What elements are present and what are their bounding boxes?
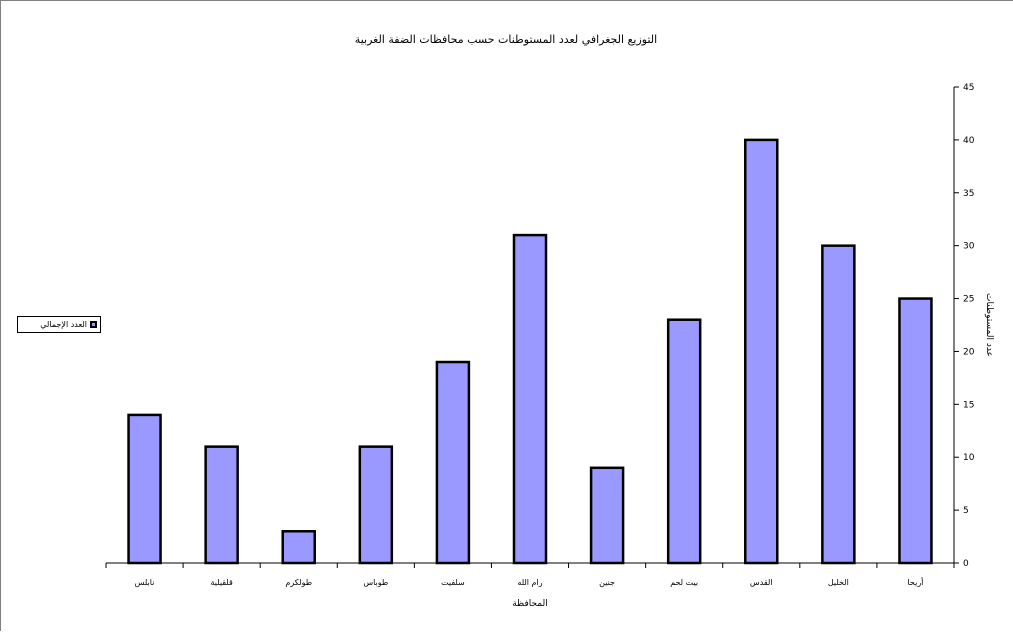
legend-label: العدد الإجمالي [40,320,87,329]
bar-1 [899,299,931,563]
legend: العدد الإجمالي [17,316,101,333]
bar-11 [129,415,161,563]
y-axis-label: عدد المستوطنات [984,293,994,357]
y-tick-label: 0 [963,559,969,569]
bar-10 [206,447,238,563]
bar-8 [360,447,392,563]
x-category-label: أريحا [907,577,923,587]
bar-4 [668,320,700,563]
y-tick-label: 20 [963,347,975,357]
y-tick-label: 15 [963,400,974,410]
x-category-label: سلفيت [441,578,465,587]
x-category-label: جنين [599,578,615,587]
y-tick-label: 35 [963,189,974,199]
y-tick-label: 40 [963,136,975,146]
x-category-label: بيت لحم [670,578,698,587]
y-tick-label: 25 [963,295,974,305]
legend-swatch [90,321,97,328]
x-category-label: طوباس [363,578,388,587]
bar-2 [822,246,854,563]
chart-title: التوزيع الجغرافي لعدد المستوطنات حسب محا… [355,33,657,46]
x-category-label: نابلس [135,578,155,587]
y-tick-label: 30 [963,242,975,252]
x-category-label: قلقيلية [210,578,232,587]
x-category-label: رام الله [517,578,542,587]
y-tick-label: 10 [963,453,975,463]
bar-6 [514,235,546,563]
bar-3 [745,140,777,563]
bar-5 [591,468,623,563]
x-category-label: طولكرم [285,578,312,587]
y-tick-label: 45 [963,83,974,93]
x-category-label: القدس [750,578,773,587]
y-tick-label: 5 [963,506,969,516]
x-axis-label: المحافظة [512,599,548,609]
bar-9 [283,531,315,563]
x-category-label: الخليل [828,578,849,587]
bar-7 [437,362,469,563]
